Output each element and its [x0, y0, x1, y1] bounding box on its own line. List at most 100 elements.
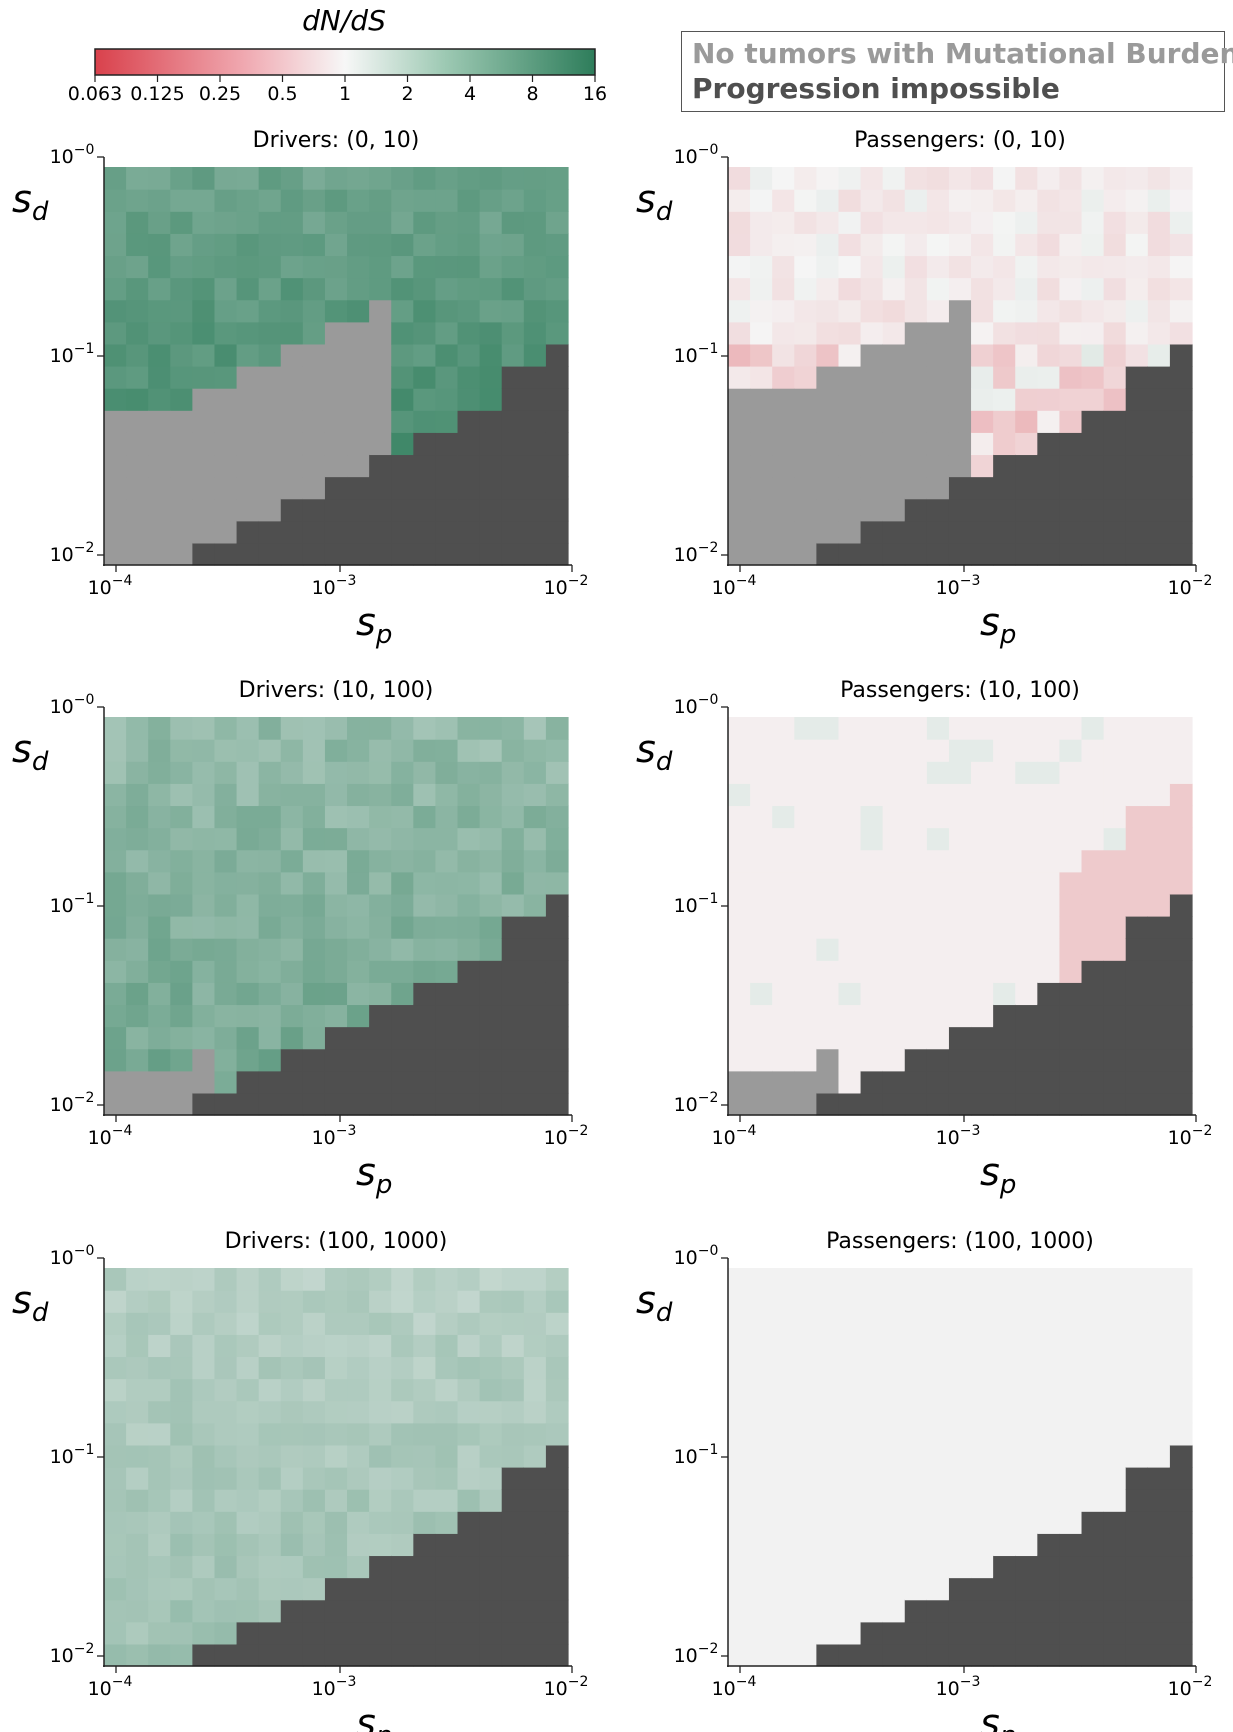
heatmap-cell [236, 542, 260, 566]
heatmap-cell [904, 871, 928, 895]
heatmap-cell [926, 717, 950, 740]
heatmap-cell [501, 1290, 525, 1313]
heatmap-cell [347, 739, 370, 762]
heatmap-cell [1081, 388, 1105, 411]
heatmap-cell [971, 739, 994, 762]
heatmap-cell [280, 916, 304, 939]
heatmap-cell [1037, 1599, 1061, 1623]
heatmap-cell [1125, 211, 1149, 234]
heatmap-cell [435, 321, 459, 345]
heatmap-cell [1125, 827, 1149, 851]
heatmap-cell [816, 1444, 840, 1468]
heatmap-cell [435, 476, 459, 500]
heatmap-cell [993, 1422, 1016, 1446]
heatmap-cell [435, 739, 459, 762]
heatmap-cell [347, 1268, 370, 1291]
heatmap-cell [413, 960, 437, 983]
heatmap-cell [545, 1643, 569, 1667]
heatmap-cell [523, 827, 547, 851]
heatmap-cell [391, 1599, 414, 1623]
heatmap-cell [904, 1268, 928, 1291]
heatmap-cell [258, 211, 282, 234]
heatmap-cell [413, 1070, 437, 1094]
heatmap-cell [750, 255, 773, 279]
heatmap-cell [435, 167, 459, 190]
heatmap-cell [479, 1334, 503, 1358]
heatmap-cell [170, 916, 193, 939]
heatmap-cell [1059, 388, 1083, 411]
heatmap-cell [926, 1268, 950, 1291]
heatmap-cell [860, 982, 884, 1006]
heatmap-cell [926, 960, 950, 983]
heatmap-cell [347, 366, 370, 389]
heatmap-cell [1059, 167, 1083, 190]
heatmap-cell [192, 1621, 216, 1645]
heatmap-cell [236, 849, 260, 873]
heatmap-cell [1015, 366, 1038, 389]
heatmap-cell [324, 1268, 348, 1291]
heatmap-cell [479, 1489, 503, 1512]
heatmap-cell [838, 321, 862, 345]
heatmap-cell [280, 1290, 304, 1313]
heatmap-cell [904, 520, 928, 544]
heatmap-cell [192, 1489, 216, 1512]
heatmap-cell [280, 1092, 304, 1116]
heatmap-cell [170, 1400, 193, 1424]
heatmap-cell [104, 982, 127, 1006]
heatmap-cell [993, 1004, 1016, 1028]
heatmap-cell [479, 343, 503, 367]
heatmap-cell [794, 1356, 817, 1380]
heatmap-cell [948, 739, 972, 762]
heatmap-cell [1147, 233, 1171, 257]
heatmap-cell [391, 1444, 414, 1468]
heatmap-cell [1125, 1092, 1149, 1116]
heatmap-cell [1125, 277, 1149, 301]
heatmap-cell [1037, 1378, 1061, 1402]
heatmap-cell [1169, 432, 1193, 456]
heatmap-cell [750, 343, 773, 367]
heatmap-cell [816, 1268, 840, 1291]
heatmap-cell [523, 454, 547, 478]
heatmap-cell [523, 1422, 547, 1446]
heatmap-cell [435, 1577, 459, 1601]
heatmap-cell [838, 1533, 862, 1557]
heatmap-cell [728, 1312, 751, 1335]
colorbar-tick-label: 0.063 [68, 83, 122, 105]
heatmap-cell [1147, 299, 1171, 323]
heatmap-cell [904, 1643, 928, 1667]
heatmap-cell [794, 255, 817, 279]
heatmap-cell [324, 1643, 348, 1667]
heatmap-cell [302, 410, 326, 433]
heatmap-cell [413, 783, 437, 807]
heatmap-cell [772, 432, 795, 456]
heatmap-cell [971, 1334, 994, 1358]
heatmap-cell [501, 761, 525, 784]
heatmap-cell [104, 189, 127, 212]
heatmap-cell [1103, 1378, 1127, 1402]
heatmap-cell [457, 1489, 481, 1512]
heatmap-cell [258, 432, 282, 456]
heatmap-cell [258, 454, 282, 478]
heatmap-cell [1147, 476, 1171, 500]
heatmap-cell [1147, 432, 1171, 456]
heatmap-cell [1037, 827, 1061, 851]
heatmap-cell [904, 343, 928, 367]
heatmap-cell [545, 542, 569, 566]
heatmap-cell [126, 1378, 149, 1402]
heatmap-cell [347, 1489, 370, 1512]
heatmap-cell [882, 189, 906, 212]
heatmap-cell [457, 1312, 481, 1335]
heatmap-cell [904, 277, 928, 301]
heatmap-cell [971, 1356, 994, 1380]
heatmap-cell [302, 255, 326, 279]
heatmap-cell [214, 805, 238, 829]
legend-progression-impossible: Progression impossible [692, 72, 1060, 105]
heatmap-cell [192, 1070, 216, 1094]
heatmap-cell [545, 1312, 569, 1335]
heatmap-cell [1081, 1400, 1105, 1424]
heatmap-cell [148, 1004, 171, 1028]
heatmap-cell [523, 1489, 547, 1512]
heatmap-cell [948, 366, 972, 389]
heatmap-cell [1059, 1070, 1083, 1094]
heatmap-cell [302, 1334, 326, 1358]
